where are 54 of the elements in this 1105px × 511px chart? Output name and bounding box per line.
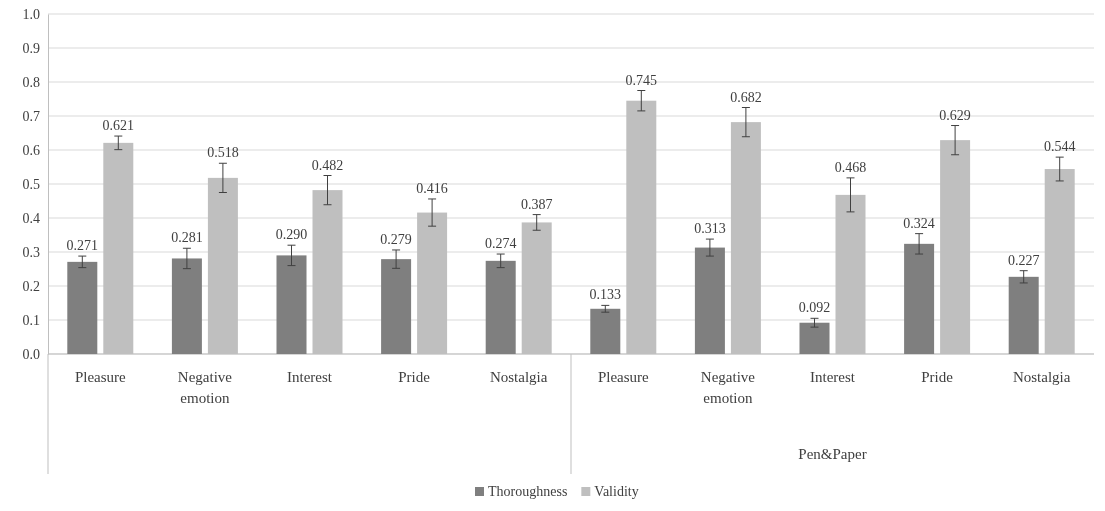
- y-tick-label: 0.3: [22, 244, 40, 260]
- y-tick-label: 0.1: [22, 312, 40, 328]
- data-label: 0.468: [834, 159, 867, 175]
- data-label: 0.281: [171, 230, 203, 246]
- data-label: 0.092: [798, 300, 831, 316]
- text: Pen&Paper: [798, 446, 867, 462]
- data-label: 0.544: [1043, 139, 1076, 155]
- data-label: 0.274: [484, 236, 517, 252]
- x-tick-label: Negative emotion: [177, 369, 233, 406]
- y-tick-label: 0.2: [22, 278, 40, 294]
- bar: [590, 308, 621, 354]
- data-label: 0.621: [102, 118, 135, 134]
- y-tick-label: 0.9: [22, 40, 40, 56]
- x-tick-label: Pleasure: [74, 369, 127, 385]
- legend-label: Validity: [594, 484, 639, 499]
- bar: [485, 260, 516, 354]
- legend-label: Thoroughness: [488, 484, 568, 499]
- bar: [799, 322, 830, 354]
- y-tick-label: 0.4: [22, 210, 40, 226]
- x-tick-label: Interest: [810, 369, 856, 385]
- bar: [1008, 276, 1039, 354]
- data-label: 0.416: [416, 180, 448, 196]
- data-label: 0.227: [1007, 252, 1040, 268]
- y-tick-label: 1.0: [22, 6, 40, 22]
- data-label: 0.313: [694, 221, 726, 237]
- x-tick-label: Pride: [921, 369, 954, 385]
- y-tick-label: 0.7: [22, 108, 40, 124]
- bar: [904, 243, 935, 354]
- bar: [276, 255, 307, 354]
- x-tick-label: Interest: [287, 369, 333, 385]
- data-label: 0.482: [311, 157, 344, 173]
- x-tick-label: Pleasure: [597, 369, 650, 385]
- y-tick-label: 0.6: [22, 142, 40, 158]
- data-label: 0.324: [903, 215, 935, 231]
- x-tick-label: Nostalgia: [489, 369, 548, 385]
- data-label: 0.290: [275, 227, 308, 243]
- y-tick-label: 0.5: [22, 176, 40, 192]
- data-label: 0.745: [625, 72, 658, 88]
- data-label: 0.133: [589, 287, 622, 303]
- data-label: 0.518: [207, 145, 239, 161]
- bar: [694, 247, 725, 354]
- y-tick-label: 0.8: [22, 74, 40, 90]
- x-tick-label: Negative emotion: [700, 369, 756, 406]
- x-tick-label: Pride: [398, 369, 431, 385]
- data-label: 0.629: [939, 107, 971, 123]
- data-label: 0.279: [380, 231, 412, 247]
- bar: [381, 259, 412, 354]
- x-tick-label: Nostalgia: [1012, 369, 1071, 385]
- y-tick-label: 0.0: [22, 346, 40, 362]
- bar: [171, 258, 202, 354]
- data-label: 0.387: [520, 196, 553, 212]
- data-label: 0.682: [730, 89, 762, 105]
- data-label: 0.271: [66, 238, 99, 254]
- bar: [67, 261, 98, 354]
